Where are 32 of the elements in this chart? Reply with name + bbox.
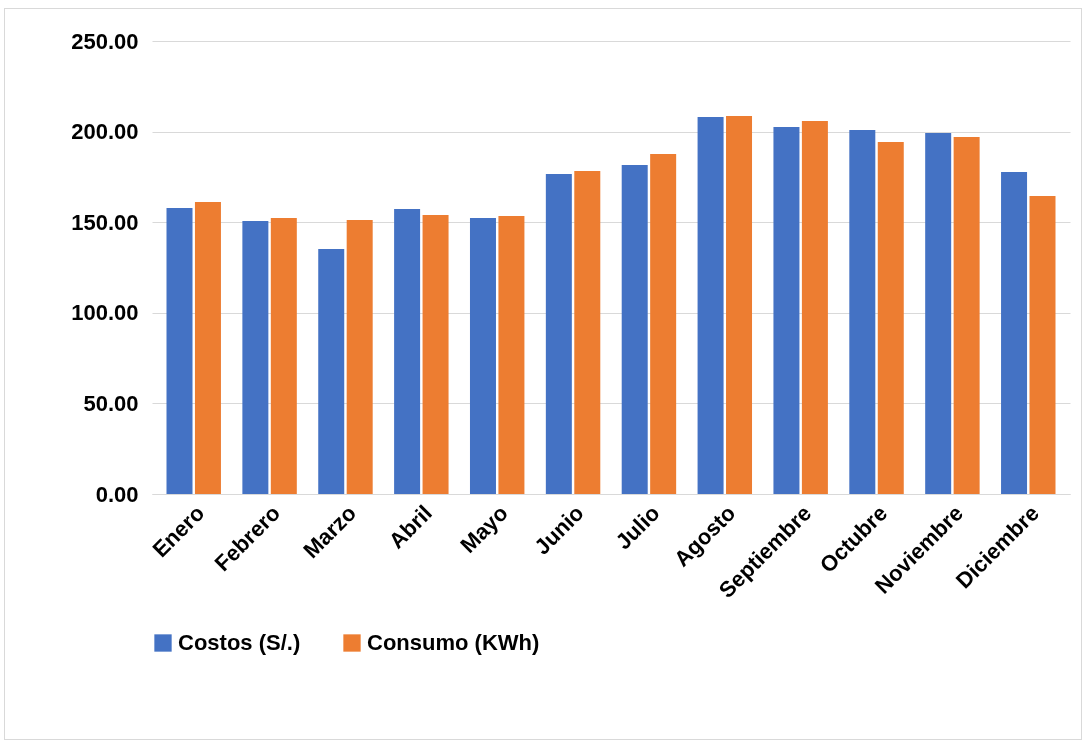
bar — [773, 127, 800, 494]
y-tick-label: 150.00 — [71, 209, 139, 235]
bar — [346, 220, 373, 494]
bar — [318, 249, 345, 494]
bar — [270, 218, 297, 494]
legend-label: Costos (S/.) — [178, 630, 301, 655]
bar — [726, 116, 753, 494]
bar — [650, 154, 677, 494]
bar — [394, 208, 421, 494]
bar — [469, 218, 496, 494]
bar — [801, 121, 828, 494]
bar — [877, 141, 904, 494]
y-tick-label: 250.00 — [71, 28, 139, 54]
bar — [242, 220, 269, 494]
bar — [545, 174, 572, 494]
y-tick-label: 200.00 — [71, 119, 139, 145]
bar — [925, 133, 952, 494]
bar — [697, 117, 724, 494]
bar — [1001, 172, 1028, 494]
bar — [194, 202, 221, 494]
bar — [574, 170, 601, 494]
legend-label: Consumo (KWh) — [367, 630, 540, 655]
bar — [953, 137, 980, 494]
bar — [498, 216, 525, 494]
bar — [422, 214, 449, 494]
y-tick-label: 0.00 — [95, 481, 139, 507]
bar — [849, 129, 876, 494]
bar — [621, 164, 648, 494]
bar — [1029, 195, 1056, 494]
y-tick-label: 100.00 — [71, 300, 139, 326]
y-tick-label: 50.00 — [83, 390, 139, 416]
bar — [166, 208, 193, 494]
